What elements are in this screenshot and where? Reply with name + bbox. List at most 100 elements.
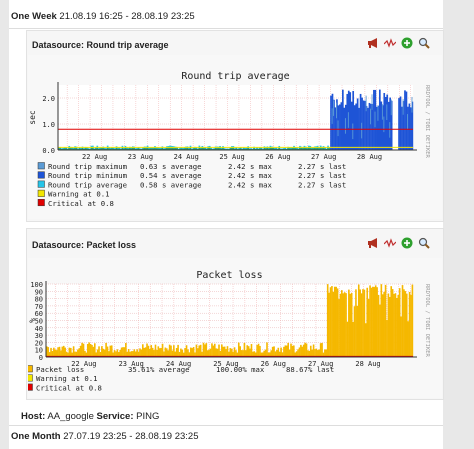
graph-pl[interactable]: Packet loss% RRDTOOL / TOBI OETIKER 0 10 20 3…: [28, 258, 442, 398]
data-bar: [83, 148, 85, 150]
add-icon[interactable]: [401, 37, 413, 49]
data-bar: [195, 344, 198, 357]
data-bar: [301, 346, 304, 357]
data-bar: [214, 147, 217, 150]
graph-rta[interactable]: Round trip average sec RRDTOOL / TOBI OETI…: [28, 55, 442, 219]
data-bar: [163, 148, 165, 150]
data-bar: [174, 148, 177, 150]
data-bar: [101, 346, 103, 357]
data-bar: [81, 342, 83, 357]
data-bar: [84, 350, 86, 357]
data-bar: [336, 288, 339, 357]
data-bar: [127, 349, 130, 357]
legend-label: Warning at 0.1: [48, 190, 110, 199]
legend-label: Round trip average: [48, 180, 127, 189]
data-bar: [202, 342, 205, 357]
data-bar: [136, 349, 138, 357]
data-bar: [396, 297, 398, 357]
data-bar: [232, 147, 235, 150]
data-bar: [160, 148, 162, 150]
graph-zoom-icon[interactable]: [384, 237, 396, 249]
host-label: Host:: [21, 411, 46, 422]
data-bar: [105, 342, 107, 357]
data-bar: [164, 347, 167, 357]
data-bar: [144, 347, 147, 357]
data-bar: [180, 148, 183, 150]
data-bar: [411, 284, 414, 357]
legend-last: 2.27 s last: [298, 171, 346, 180]
data-bar: [239, 148, 242, 150]
data-bar: [140, 349, 143, 357]
data-bar: [407, 114, 408, 130]
data-bar: [353, 105, 356, 150]
data-bar: [112, 352, 114, 357]
data-bar: [326, 284, 329, 357]
data-bar: [93, 148, 96, 150]
data-bar: [78, 348, 81, 357]
legend-swatch: [28, 365, 33, 373]
data-bar: [204, 148, 207, 150]
data-bar: [195, 148, 198, 150]
y-tick-label: 60: [35, 310, 43, 318]
data-bar: [185, 147, 187, 150]
data-bar: [394, 293, 397, 357]
megaphone-icon[interactable]: [367, 237, 379, 249]
data-bar: [230, 348, 233, 357]
data-bar: [254, 352, 257, 357]
data-bar: [346, 93, 349, 150]
data-bar: [295, 351, 298, 357]
megaphone-icon[interactable]: [367, 37, 379, 49]
x-tick-label: 23 Aug: [119, 360, 144, 368]
data-bar: [266, 147, 269, 150]
data-bar: [273, 148, 276, 150]
data-bar: [333, 286, 336, 357]
data-bar: [243, 342, 246, 357]
data-bar: [275, 148, 278, 150]
data-bar: [339, 293, 342, 357]
zoom-icon[interactable]: [418, 37, 430, 49]
x-tick-label: 26 Aug: [261, 360, 286, 368]
data-bar: [182, 352, 185, 357]
data-bar: [75, 147, 78, 150]
data-bar: [381, 294, 384, 357]
data-bar: [233, 347, 236, 357]
data-bar: [307, 350, 309, 357]
data-bar: [332, 291, 335, 357]
period-range: 21.08.19 16:25 - 28.08.19 23:25: [59, 11, 195, 22]
data-bar: [368, 102, 371, 150]
data-bar: [137, 351, 140, 357]
data-bar: [312, 148, 315, 150]
data-bar: [383, 291, 385, 357]
data-bar: [123, 347, 126, 357]
data-bar: [398, 98, 400, 150]
data-bar: [146, 343, 148, 357]
data-bar: [374, 285, 377, 357]
data-bar: [153, 350, 155, 357]
graph-zoom-icon[interactable]: [384, 37, 396, 49]
data-bar: [325, 349, 328, 357]
data-bar: [350, 101, 353, 150]
data-bar: [117, 352, 120, 357]
legend-label: Critical at 0.8: [48, 199, 114, 208]
data-bar: [276, 350, 278, 357]
data-bar: [377, 105, 379, 121]
data-bar: [120, 347, 123, 357]
add-icon[interactable]: [401, 237, 413, 249]
host-value: AA_google: [47, 411, 94, 422]
data-bar: [411, 101, 414, 150]
divider: [9, 28, 443, 29]
data-bar: [370, 108, 371, 125]
data-bar: [247, 147, 250, 150]
data-bar: [46, 346, 48, 357]
data-bar: [58, 148, 60, 150]
data-bar: [390, 286, 393, 357]
datasource-label-pl: Datasource: Packet loss: [32, 240, 137, 250]
data-bar: [321, 342, 323, 357]
data-bar: [108, 148, 110, 150]
data-bar: [188, 148, 190, 150]
data-bar: [333, 99, 335, 150]
zoom-icon[interactable]: [418, 237, 430, 249]
data-bar: [300, 344, 302, 357]
data-bar: [57, 347, 59, 357]
data-bar: [291, 345, 294, 357]
